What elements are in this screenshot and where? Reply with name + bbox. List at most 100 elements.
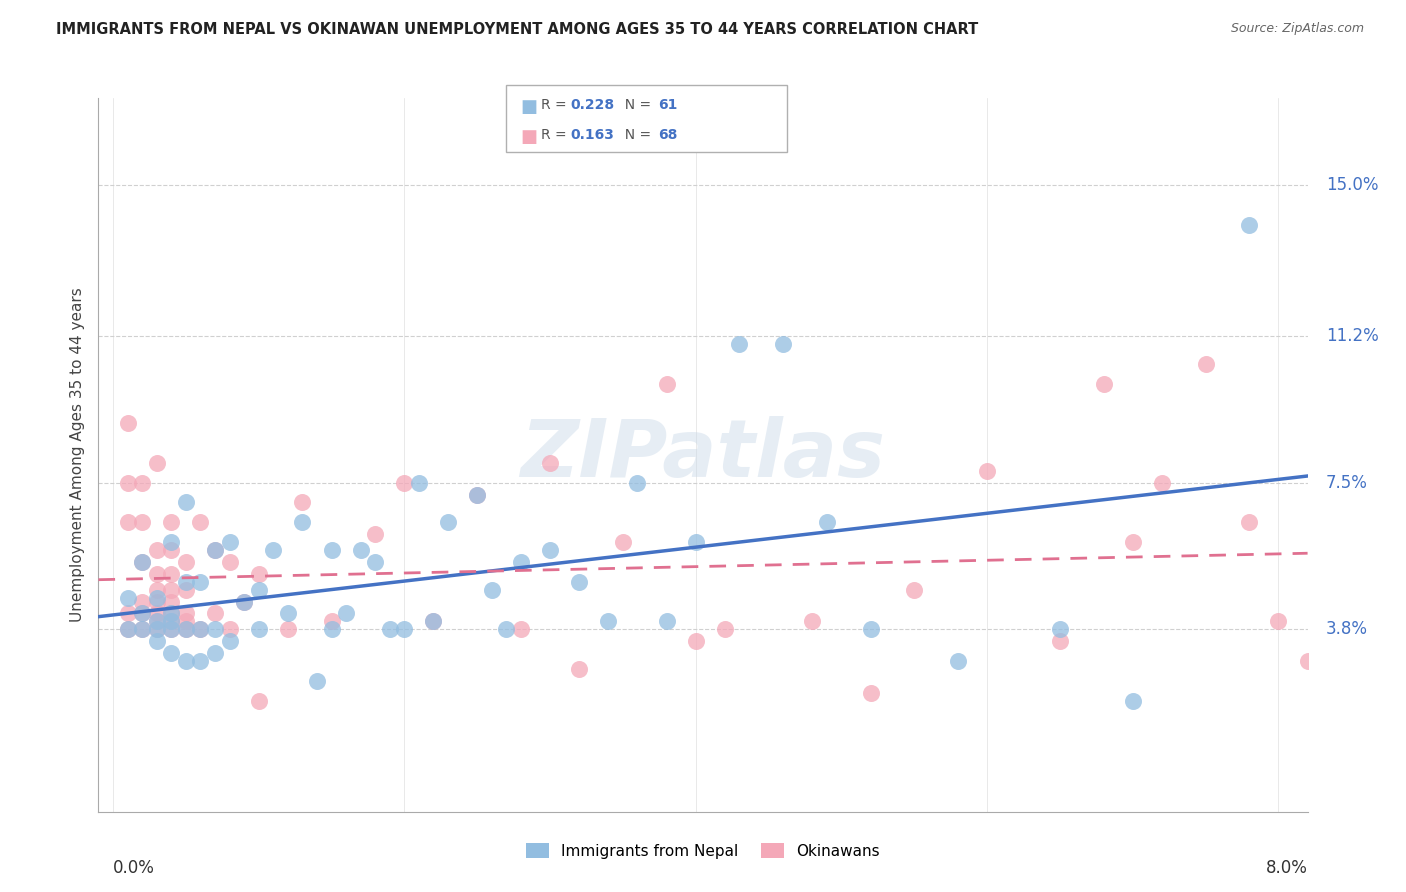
Point	[568, 662, 591, 676]
Text: 0.228: 0.228	[571, 98, 614, 112]
Y-axis label: Unemployment Among Ages 35 to 44 years: Unemployment Among Ages 35 to 44 years	[69, 287, 84, 623]
Point	[204, 543, 226, 558]
Point	[174, 623, 197, 637]
Point	[117, 623, 139, 637]
Text: R =: R =	[541, 98, 571, 112]
Point	[145, 566, 167, 581]
Point	[714, 623, 737, 637]
Point	[233, 594, 256, 608]
Point	[174, 574, 197, 589]
Point	[1267, 615, 1289, 629]
Point	[247, 694, 270, 708]
Point	[145, 591, 167, 605]
Point	[247, 582, 270, 597]
Point	[1239, 516, 1261, 530]
Point	[350, 543, 373, 558]
Point	[145, 615, 167, 629]
Point	[277, 623, 299, 637]
Text: ZIPatlas: ZIPatlas	[520, 416, 886, 494]
Text: 15.0%: 15.0%	[1326, 177, 1378, 194]
Point	[174, 582, 197, 597]
Point	[626, 475, 648, 490]
Point	[117, 516, 139, 530]
Point	[655, 376, 678, 391]
Point	[160, 607, 183, 621]
Point	[160, 516, 183, 530]
Point	[160, 566, 183, 581]
Point	[291, 495, 314, 509]
Point	[422, 615, 444, 629]
Point	[946, 654, 969, 668]
Point	[801, 615, 824, 629]
Point	[394, 475, 416, 490]
Point	[174, 495, 197, 509]
Point	[291, 516, 314, 530]
Text: N =: N =	[616, 128, 655, 142]
Text: ■: ■	[520, 128, 537, 145]
Point	[131, 555, 153, 569]
Point	[509, 555, 531, 569]
Text: R =: R =	[541, 128, 571, 142]
Legend: Immigrants from Nepal, Okinawans: Immigrants from Nepal, Okinawans	[520, 837, 886, 864]
Point	[204, 623, 226, 637]
Point	[131, 623, 153, 637]
Text: ■: ■	[520, 98, 537, 116]
Point	[408, 475, 430, 490]
Point	[174, 555, 197, 569]
Point	[145, 594, 167, 608]
Point	[218, 634, 240, 648]
Point	[465, 487, 488, 501]
Point	[1049, 623, 1071, 637]
Point	[160, 615, 183, 629]
Point	[728, 337, 751, 351]
Point	[160, 607, 183, 621]
Point	[204, 607, 226, 621]
Point	[378, 623, 401, 637]
Point	[218, 623, 240, 637]
Point	[685, 535, 707, 549]
Point	[131, 607, 153, 621]
Point	[160, 646, 183, 660]
Text: 7.5%: 7.5%	[1326, 474, 1368, 491]
Text: 8.0%: 8.0%	[1265, 859, 1308, 878]
Point	[160, 615, 183, 629]
Point	[685, 634, 707, 648]
Point	[976, 464, 998, 478]
Point	[190, 574, 212, 589]
Point	[218, 555, 240, 569]
Point	[160, 535, 183, 549]
Point	[277, 607, 299, 621]
Point	[568, 574, 591, 589]
Point	[160, 623, 183, 637]
Point	[131, 623, 153, 637]
Point	[859, 686, 882, 700]
Point	[247, 623, 270, 637]
Point	[131, 555, 153, 569]
Point	[145, 623, 167, 637]
Point	[247, 566, 270, 581]
Point	[204, 543, 226, 558]
Point	[117, 607, 139, 621]
Text: 61: 61	[658, 98, 678, 112]
Point	[160, 582, 183, 597]
Point	[117, 623, 139, 637]
Point	[612, 535, 634, 549]
Point	[903, 582, 925, 597]
Point	[465, 487, 488, 501]
Point	[335, 607, 357, 621]
Text: 3.8%: 3.8%	[1326, 620, 1368, 639]
Point	[204, 646, 226, 660]
Point	[859, 623, 882, 637]
Point	[538, 543, 561, 558]
Point	[190, 623, 212, 637]
Point	[1150, 475, 1173, 490]
Point	[190, 516, 212, 530]
Point	[218, 535, 240, 549]
Point	[1122, 694, 1144, 708]
Point	[1092, 376, 1115, 391]
Point	[321, 615, 343, 629]
Point	[305, 673, 328, 688]
Point	[1296, 654, 1319, 668]
Point	[394, 623, 416, 637]
Point	[1340, 673, 1362, 688]
